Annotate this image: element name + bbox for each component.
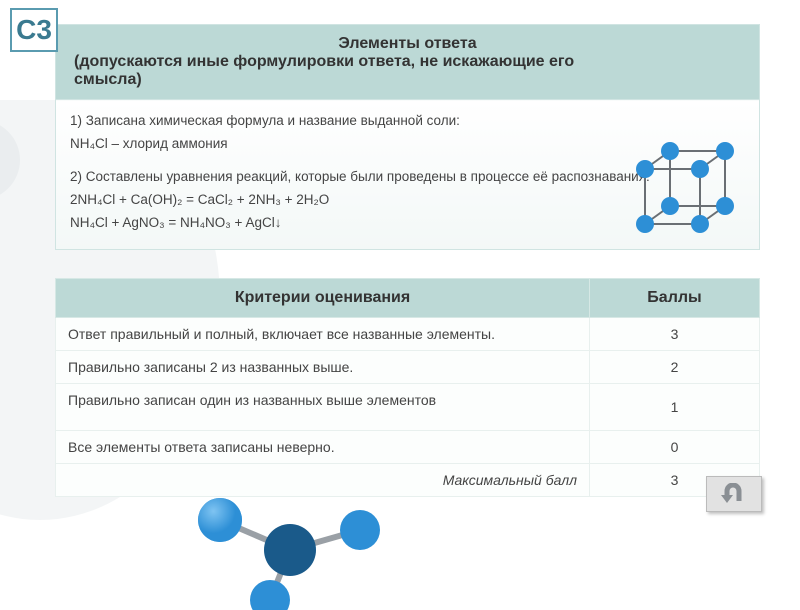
score-header: Баллы (590, 278, 760, 317)
answer-header: Элементы ответа (допускаются иные формул… (56, 25, 760, 100)
answer-title-2: (допускаются иные формулировки ответа, н… (70, 53, 745, 71)
table-row-max: Максимальный балл 3 (56, 463, 760, 496)
table-row: Правильно записаны 2 из названных выше. … (56, 350, 760, 383)
back-button[interactable] (706, 476, 762, 512)
answer-p1: 1) Записана химическая формула и названи… (70, 110, 745, 133)
score-cell: 1 (590, 383, 760, 430)
question-badge: С3 (10, 8, 58, 52)
answer-title-3: смысла) (70, 71, 745, 89)
crystal-lattice-icon (625, 139, 745, 239)
u-turn-icon (719, 483, 749, 505)
criteria-header: Критерии оценивания (56, 278, 590, 317)
table-row: Все элементы ответа записаны неверно. 0 (56, 430, 760, 463)
criteria-cell: Ответ правильный и полный, включает все … (56, 317, 590, 350)
criteria-table: Критерии оценивания Баллы Ответ правильн… (55, 278, 760, 497)
score-cell: 2 (590, 350, 760, 383)
criteria-cell: Все элементы ответа записаны неверно. (56, 430, 590, 463)
answer-title-1: Элементы ответа (338, 35, 476, 52)
answer-body: 1) Записана химическая формула и названи… (56, 100, 760, 250)
table-row: Правильно записан один из названных выше… (56, 383, 760, 430)
criteria-cell: Правильно записаны 2 из названных выше. (56, 350, 590, 383)
badge-label: С3 (16, 14, 52, 46)
main-content: Элементы ответа (допускаются иные формул… (55, 24, 760, 497)
score-cell: 3 (590, 317, 760, 350)
molecule-decoration-bottom (180, 490, 400, 610)
table-row: Ответ правильный и полный, включает все … (56, 317, 760, 350)
criteria-cell: Правильно записан один из названных выше… (56, 383, 590, 430)
answer-table: Элементы ответа (допускаются иные формул… (55, 24, 760, 250)
max-label: Максимальный балл (56, 463, 590, 496)
score-cell: 0 (590, 430, 760, 463)
